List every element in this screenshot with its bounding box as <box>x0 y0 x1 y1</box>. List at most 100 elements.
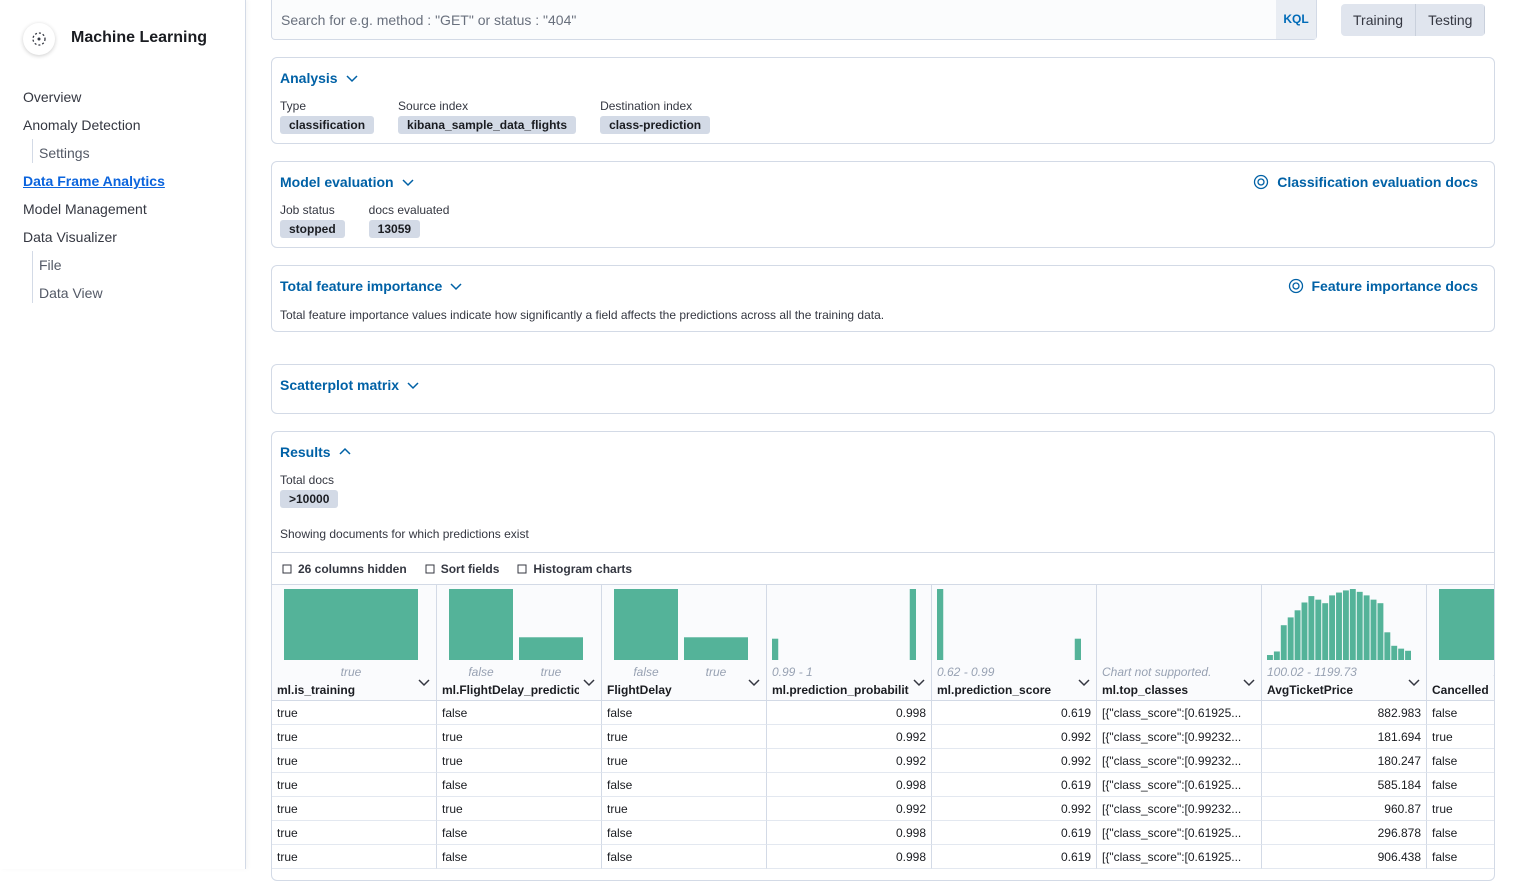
data-cell: false <box>437 845 602 869</box>
nav-item[interactable]: Anomaly Detection <box>23 117 141 133</box>
nav-item[interactable]: Overview <box>23 89 82 105</box>
nav-sub-item[interactable]: File <box>39 257 62 273</box>
grid-toolbar: 26 columns hidden Sort fields Histogram ch… <box>272 553 1494 585</box>
nav-sub-item[interactable]: Data View <box>39 285 103 301</box>
data-cell: 0.998 <box>767 773 932 797</box>
histogram-bar <box>1294 610 1301 660</box>
column-menu[interactable] <box>913 675 925 693</box>
data-cell: false <box>602 821 767 845</box>
panel-title-text: Scatterplot matrix <box>280 377 400 393</box>
panel-title[interactable]: Analysis <box>280 70 358 86</box>
data-cell: 180.247 <box>1262 749 1427 773</box>
docs-link[interactable]: Feature importance docs <box>1288 278 1478 294</box>
toolbar-button[interactable]: Sort fields <box>425 562 499 576</box>
histogram-range: 100.02 - 1199.73 <box>1267 665 1357 679</box>
data-row: true false false 0.998 0.619 [{"class_score":… <box>272 773 1494 797</box>
data-cell: 0.619 <box>932 845 1097 869</box>
panel: Model evaluation Classification evaluatio… <box>271 161 1495 248</box>
toolbar-label: 26 columns hidden <box>298 561 407 576</box>
toolbar-button[interactable]: Histogram charts <box>517 562 632 576</box>
field: Type classification <box>280 99 375 134</box>
search-bar[interactable]: Search for e.g. method : "GET" or status… <box>271 0 1317 40</box>
histogram-bar <box>1405 650 1411 660</box>
chevron-icon <box>402 179 414 187</box>
histogram-bar <box>1301 602 1308 660</box>
column-menu[interactable] <box>418 675 430 693</box>
chevron-path <box>339 447 351 455</box>
chevron-icon <box>346 75 358 83</box>
histogram-bar <box>614 589 678 660</box>
docs-icon <box>1288 278 1303 294</box>
data-cell: true <box>437 749 602 773</box>
docs-link[interactable]: Classification evaluation docs <box>1253 174 1478 190</box>
histogram-category: false <box>633 665 659 679</box>
query-language[interactable]: KQL <box>1276 0 1316 39</box>
histogram-bar <box>1363 595 1370 660</box>
histogram-bar <box>1342 590 1349 660</box>
histogram-bar <box>1370 599 1377 660</box>
data-cell: true <box>272 797 437 821</box>
panel-title[interactable]: Total feature importance <box>280 278 462 294</box>
chevron-icon <box>1243 679 1255 687</box>
icon-shape <box>425 564 435 573</box>
nav-sub-item[interactable]: Settings <box>39 145 90 161</box>
histogram: 100.02 - 1199.73 <box>1267 589 1411 679</box>
data-cell: 296.878 <box>1262 821 1427 845</box>
field-list: Total docs >10000 <box>280 473 339 508</box>
chevron-icon <box>339 447 351 455</box>
field-label: Destination index <box>600 99 693 113</box>
column-menu[interactable] <box>583 675 595 693</box>
data-cell: 906.438 <box>1262 845 1427 869</box>
data-cell: 0.998 <box>767 701 932 725</box>
panel-title[interactable]: Results <box>280 444 351 460</box>
toolbar-icon <box>517 564 527 573</box>
data-cell: true <box>1427 725 1494 749</box>
panel-title[interactable]: Model evaluation <box>280 174 414 190</box>
data-cell: false <box>1427 845 1494 869</box>
toolbar-icon <box>282 564 292 573</box>
histogram-bar <box>1377 603 1384 660</box>
data-row: true true true 0.992 0.992 [{"class_score":[0… <box>272 749 1494 773</box>
nav-item[interactable]: Data Frame Analytics <box>23 173 165 189</box>
column-name: ml.top_classes <box>1102 683 1189 697</box>
icon-ring <box>1288 278 1303 294</box>
data-cell: true <box>272 821 437 845</box>
panel-title[interactable]: Scatterplot matrix <box>280 377 419 393</box>
header-row: true ml.is_training false true ml.FlightDela… <box>272 585 1494 701</box>
panel: Total feature importance Feature importan… <box>271 265 1495 332</box>
nav-item[interactable]: Model Management <box>23 201 147 217</box>
column-menu[interactable] <box>1078 675 1090 693</box>
tab[interactable]: Testing <box>1416 4 1486 36</box>
docs-link-text: Classification evaluation docs <box>1277 174 1478 190</box>
histogram-bar <box>1315 599 1322 660</box>
data-cell: 0.619 <box>932 701 1097 725</box>
icon-ring <box>1254 174 1269 190</box>
column-menu[interactable] <box>748 675 760 693</box>
sidebar: Machine Learning Overview Anomaly Detecti… <box>0 0 246 869</box>
toolbar-icon <box>425 564 435 573</box>
toolbar-label: Histogram charts <box>533 561 633 576</box>
data-cell: false <box>437 821 602 845</box>
toolbar-button[interactable]: 26 columns hidden <box>282 562 407 576</box>
data-cell: 0.619 <box>932 773 1097 797</box>
histogram-bar <box>1280 625 1287 660</box>
data-cell: true <box>272 749 437 773</box>
data-cell: [{"class_score":[0.99232... <box>1097 725 1262 749</box>
column-menu[interactable] <box>1243 675 1255 693</box>
field-label: docs evaluated <box>368 203 450 217</box>
chevron-path <box>748 679 760 687</box>
chevron-icon <box>748 679 760 687</box>
chevron-path <box>402 179 414 187</box>
histogram-bar <box>1287 617 1294 660</box>
histogram-bar <box>909 589 916 660</box>
column-header: false true FlightDelay <box>602 585 767 701</box>
data-cell: false <box>1427 701 1494 725</box>
column-menu[interactable] <box>1408 675 1420 693</box>
data-cell: 0.998 <box>767 845 932 869</box>
histogram-bar <box>1398 648 1405 660</box>
tab[interactable]: Training <box>1341 4 1417 36</box>
chevron-path <box>346 75 358 83</box>
histogram-category: true <box>341 665 362 679</box>
column-name: ml.is_training <box>277 683 356 697</box>
nav-item[interactable]: Data Visualizer <box>23 229 117 245</box>
